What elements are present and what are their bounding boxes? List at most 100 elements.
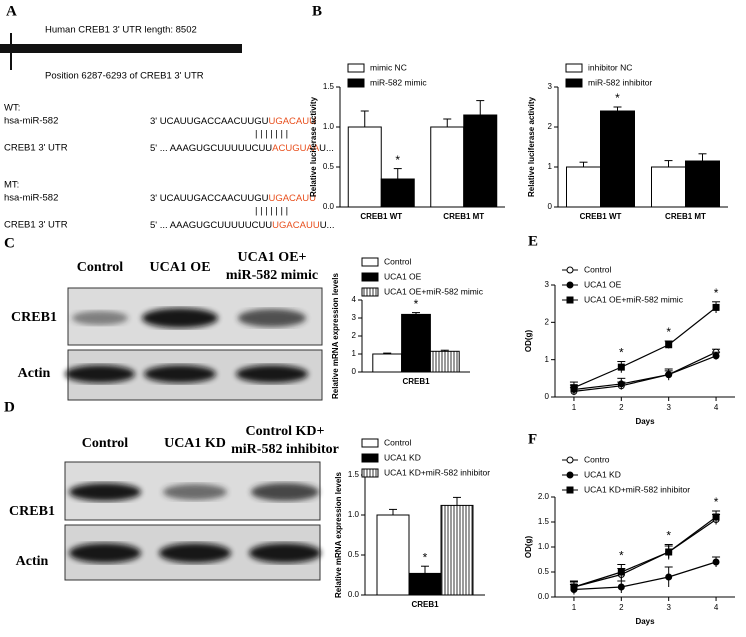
- x-tick-label: 3: [666, 603, 671, 612]
- x-tick-label: 2: [619, 403, 624, 412]
- legend-label: UCA1 KD+miR-582 inhibitor: [384, 467, 490, 477]
- legend-label: miR-582 mimic: [370, 77, 427, 87]
- mirna-name: hsa-miR-582: [4, 193, 58, 204]
- blot-image: [64, 461, 321, 581]
- x-tick-label: CREB1 MT: [443, 212, 484, 221]
- y-tick-label: 0.0: [323, 202, 335, 211]
- seq: 3' UCAUUGACCAACUUGU: [150, 193, 269, 204]
- lane-label: Control: [82, 436, 129, 451]
- point: [712, 558, 720, 566]
- bar: [380, 178, 415, 208]
- annotation: *: [414, 297, 419, 311]
- utr-header: Human CREB1 3' UTR length: 8502: [45, 25, 197, 36]
- y-tick-label: 0: [548, 202, 553, 211]
- legend-swatch: [565, 63, 583, 73]
- legend-label: Control: [584, 264, 612, 274]
- bar: [401, 313, 431, 373]
- utr-name: CREB1 3' UTR: [4, 220, 68, 231]
- seq: U...: [319, 143, 334, 154]
- y-tick-label: 2: [545, 317, 550, 326]
- y-tick-label: 3: [548, 82, 553, 91]
- legend-label: Contro: [584, 454, 610, 464]
- utr-seq: 5' ... AAAGUGCUUUUUCUUUGACAUUU...: [150, 220, 334, 231]
- point: [665, 548, 673, 556]
- lane-label: Control KD+: [246, 424, 325, 439]
- legend-label: UCA1 OE: [584, 279, 622, 289]
- seed: UGACAUU: [268, 116, 316, 127]
- legend-label: Control: [384, 256, 412, 266]
- lane-label: UCA1 KD: [164, 436, 226, 451]
- bar: [463, 114, 498, 208]
- lane-label: miR-582 inhibitor: [231, 442, 339, 457]
- x-tick-label: 3: [666, 403, 671, 412]
- legend-label: UCA1 KD+miR-582 inhibitor: [584, 484, 690, 494]
- group-title: MT:: [4, 180, 19, 191]
- y-tick-label: 0.5: [323, 162, 335, 171]
- x-tick-label: 2: [619, 603, 624, 612]
- point: [665, 341, 673, 349]
- legend-swatch: [347, 63, 365, 73]
- mirna-name: hsa-miR-582: [4, 116, 58, 127]
- legend-label: Control: [384, 437, 412, 447]
- legend-label: UCA1 OE: [384, 271, 422, 281]
- bar: [408, 572, 442, 596]
- bar: [566, 166, 601, 208]
- legend-label: UCA1 KD: [384, 452, 421, 462]
- point: [617, 583, 625, 591]
- point: [712, 303, 720, 311]
- x-axis-label: Days: [635, 617, 655, 626]
- lane-label: UCA1 OE+: [237, 250, 306, 265]
- line: [573, 516, 717, 588]
- line: [573, 355, 717, 391]
- legend-swatch: [565, 78, 583, 88]
- panel-label: E: [528, 233, 538, 249]
- x-tick-label: 1: [572, 603, 577, 612]
- legend-marker: [566, 471, 574, 479]
- pairing: | | | | | | |: [255, 206, 288, 217]
- legend-label: miR-582 inhibitor: [588, 77, 652, 87]
- y-tick-label: 1.0: [348, 510, 360, 519]
- y-axis-label: OD(g): [524, 536, 533, 559]
- legend-marker: [566, 281, 574, 289]
- seq: U...: [320, 220, 335, 231]
- y-axis-label: Relative mRNA expression levels: [334, 471, 343, 598]
- y-axis-label: Relative luciferase activity: [309, 96, 318, 197]
- annotation: *: [666, 529, 671, 543]
- y-tick-label: 1.5: [323, 82, 335, 91]
- seq: 3' UCAUUGACCAACUUGU: [150, 116, 269, 127]
- point: [570, 384, 578, 392]
- point: [617, 363, 625, 371]
- y-tick-label: 0: [545, 392, 550, 401]
- y-axis-label: Relative mRNA expression levels: [331, 272, 340, 399]
- x-tick-label: CREB1 MT: [665, 212, 706, 221]
- mirna-seq: 3' UCAUUGACCAACUUGUUGACAUU: [150, 193, 316, 204]
- row-label: CREB1: [9, 504, 55, 519]
- y-tick-label: 2: [548, 122, 553, 131]
- line: [573, 306, 717, 389]
- annotation: *: [615, 91, 620, 105]
- y-tick-label: 4: [352, 295, 357, 304]
- panel-label: D: [4, 399, 15, 415]
- row-label: Actin: [16, 554, 49, 569]
- blot-image: [65, 287, 323, 401]
- utr-bar: [0, 44, 242, 53]
- bar: [347, 126, 382, 208]
- point: [617, 568, 625, 576]
- annotation: *: [619, 346, 624, 360]
- legend-swatch: [361, 287, 379, 297]
- legend-marker: [566, 296, 574, 304]
- seq: 5' ... AAAGUGCUUUUUCUU: [150, 220, 272, 231]
- pairing: | | | | | | |: [255, 129, 288, 140]
- seed: ACUGUAA: [272, 143, 320, 154]
- legend-label: inhibitor NC: [588, 62, 632, 72]
- y-tick-label: 1.0: [538, 542, 550, 551]
- legend-label: UCA1 KD: [584, 469, 621, 479]
- point: [617, 380, 625, 388]
- bar: [651, 166, 686, 208]
- mirna-seq: 3' UCAUUGACCAACUUGUUGACAUU: [150, 116, 316, 127]
- x-tick-label: CREB1 WT: [360, 212, 402, 221]
- legend-marker: [566, 486, 574, 494]
- point: [570, 583, 578, 591]
- bar: [429, 350, 460, 373]
